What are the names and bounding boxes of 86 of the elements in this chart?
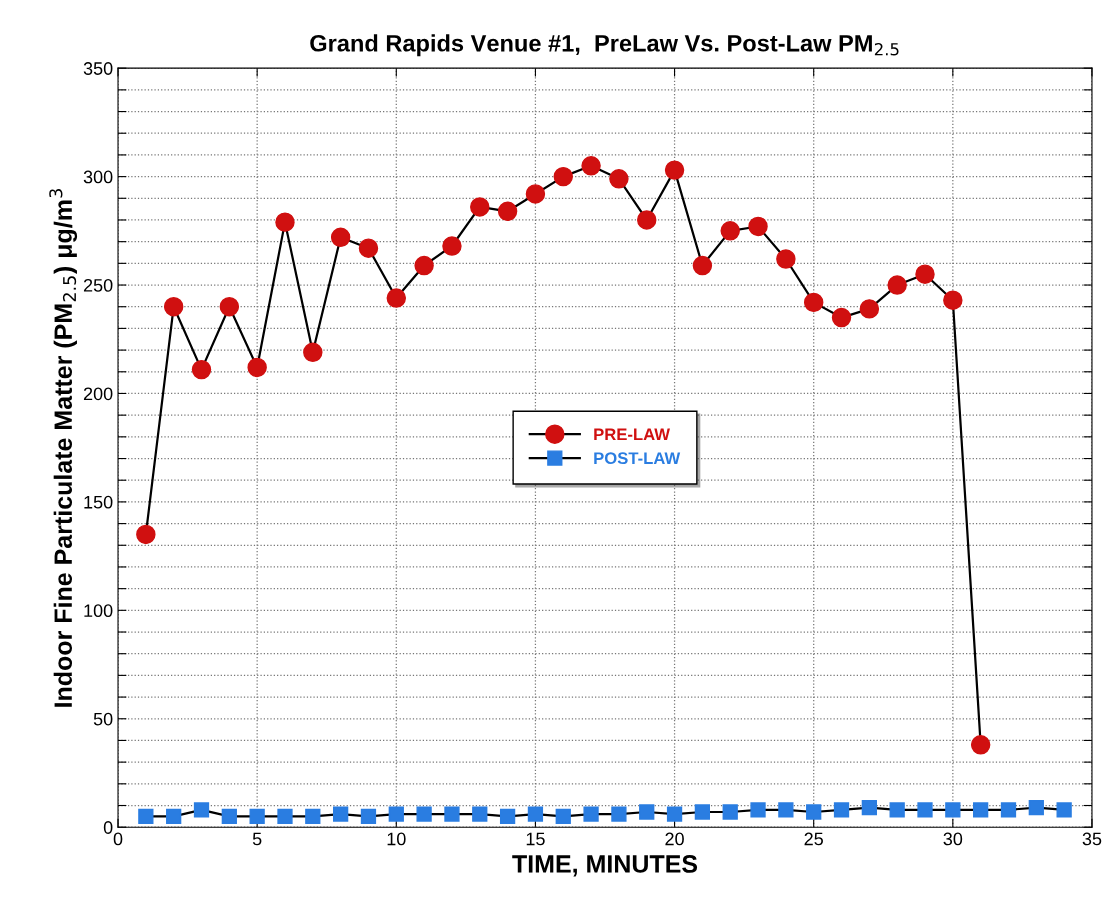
x-tick-label: 20 bbox=[665, 832, 684, 846]
y-tick-label: 350 bbox=[83, 62, 113, 75]
x-tick-label: 30 bbox=[943, 832, 963, 846]
point bbox=[581, 156, 601, 176]
point bbox=[611, 806, 627, 822]
point bbox=[917, 802, 933, 818]
point bbox=[275, 212, 295, 232]
point bbox=[1028, 800, 1044, 816]
point bbox=[831, 307, 852, 328]
x-tick-label: 25 bbox=[804, 832, 823, 846]
y-tick-label: 250 bbox=[83, 278, 113, 292]
point bbox=[163, 296, 184, 317]
point bbox=[1000, 802, 1017, 818]
point bbox=[497, 201, 518, 222]
point bbox=[803, 292, 824, 313]
x-tick-label: 35 bbox=[1082, 832, 1102, 846]
point bbox=[444, 806, 460, 822]
y-axis-title: Indoor Fine Particulate Matter (PM$_{2.5}$) μg/m$^{3}$ bbox=[49, 189, 78, 707]
point bbox=[330, 227, 351, 248]
point bbox=[525, 184, 546, 204]
point bbox=[193, 802, 210, 818]
x-tick-label: 15 bbox=[526, 832, 545, 846]
point bbox=[720, 221, 740, 241]
point bbox=[887, 275, 907, 295]
x-axis-title: TIME, MINUTES bbox=[512, 855, 698, 877]
point bbox=[416, 806, 432, 822]
point bbox=[136, 524, 156, 545]
point bbox=[750, 802, 766, 818]
x-tick-label: 5 bbox=[252, 832, 262, 846]
point bbox=[472, 806, 488, 822]
point bbox=[973, 802, 989, 818]
point bbox=[386, 288, 407, 308]
point bbox=[722, 804, 738, 820]
point bbox=[555, 808, 571, 824]
point bbox=[692, 255, 713, 276]
y-tick-label: 50 bbox=[93, 712, 113, 726]
point bbox=[358, 238, 379, 258]
legend-label: POST-LAW bbox=[594, 452, 681, 465]
point bbox=[748, 216, 768, 237]
point bbox=[527, 806, 544, 822]
point bbox=[277, 808, 293, 824]
point bbox=[637, 210, 657, 230]
x-tick-label: 10 bbox=[387, 832, 406, 846]
point bbox=[388, 806, 404, 822]
point bbox=[249, 808, 265, 824]
point bbox=[247, 357, 267, 378]
point bbox=[219, 296, 240, 317]
y-tick-label: 100 bbox=[84, 604, 113, 618]
point bbox=[221, 808, 237, 824]
point bbox=[1056, 802, 1072, 818]
point bbox=[806, 804, 822, 820]
point bbox=[664, 160, 685, 180]
point bbox=[360, 808, 377, 824]
point bbox=[414, 255, 434, 276]
x-tick-label: 0 bbox=[113, 832, 123, 846]
y-tick-label: 200 bbox=[83, 387, 113, 401]
point bbox=[332, 806, 349, 822]
y-tick-label: 150 bbox=[84, 495, 113, 509]
point bbox=[943, 290, 963, 310]
point bbox=[666, 806, 683, 822]
point bbox=[639, 804, 655, 820]
point bbox=[583, 806, 599, 822]
point bbox=[778, 802, 794, 818]
point bbox=[442, 236, 462, 256]
point bbox=[191, 359, 212, 380]
legend-label: PRE-LAW bbox=[594, 428, 670, 441]
point bbox=[470, 197, 490, 217]
point bbox=[609, 169, 629, 189]
point bbox=[889, 802, 905, 818]
point bbox=[138, 808, 154, 824]
chart-title: Grand Rapids Venue #1, PreLaw Vs. Post-Law PM$_{2.5}$ bbox=[310, 34, 899, 57]
point bbox=[859, 299, 880, 319]
point bbox=[305, 808, 321, 824]
point bbox=[915, 264, 935, 284]
point bbox=[553, 166, 573, 187]
point bbox=[970, 735, 991, 755]
y-tick-label: 0 bbox=[103, 821, 113, 834]
point bbox=[833, 802, 850, 818]
point bbox=[776, 249, 796, 269]
point bbox=[694, 804, 711, 820]
point bbox=[861, 800, 877, 816]
point bbox=[166, 808, 182, 824]
point bbox=[303, 342, 323, 362]
y-tick-label: 300 bbox=[83, 170, 113, 184]
point bbox=[499, 808, 516, 824]
point bbox=[945, 802, 961, 818]
